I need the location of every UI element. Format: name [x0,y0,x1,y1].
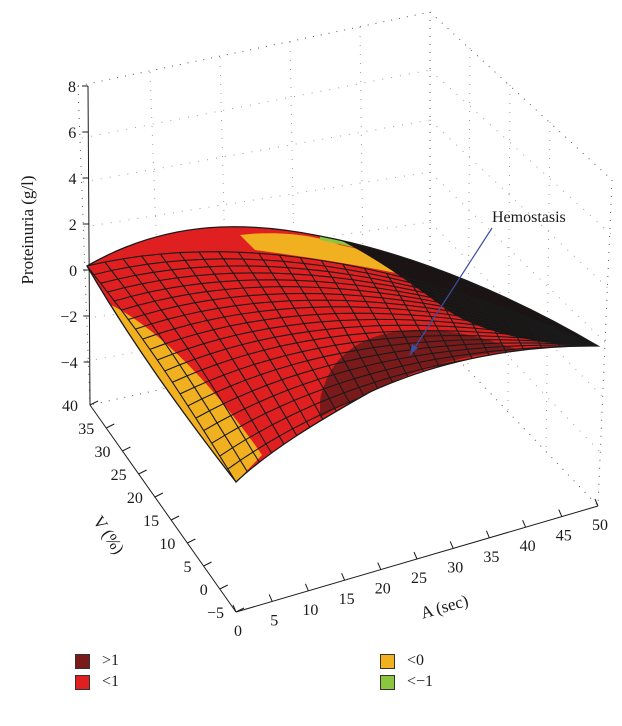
y-tick-mark [154,492,164,498]
x-tick-label: 25 [411,570,427,587]
mesh-line-v [114,279,598,347]
x-tick-mark [558,509,563,517]
legend-label-gt1: >1 [102,652,120,669]
legend-item-gt1: >1 [75,652,119,670]
x-tick-label: 45 [556,528,572,545]
y-tick-mark [187,538,196,544]
mesh-line-v [142,306,598,347]
mesh-line-v [135,299,598,347]
legend-item-lt1: <1 [75,673,119,691]
y-tick-label: 20 [127,490,143,507]
z-tick-label: 6 [68,125,76,142]
z-axis-label: Proteinuria (g/l) [18,175,37,284]
mesh-line-v [172,330,598,383]
mesh-line-v [107,272,598,347]
surface-region-gt1-lower [320,330,520,418]
y-tick-label: 0 [200,582,208,599]
mesh-line-v [164,324,598,372]
y-tick-label: 30 [94,444,110,461]
legend-swatch-gt1 [75,653,90,669]
x-tick-label: 50 [592,517,608,534]
legend-label-lt0: <0 [407,652,425,669]
surface-region-lt0-left [87,266,262,482]
y-tick-label: 35 [78,421,94,438]
mesh-line-v [211,345,598,444]
x-axis: 0 5 10 15 20 25 30 35 40 45 50 A (sec) [232,498,608,640]
x-tick-label: 20 [375,581,391,598]
y-tick-label: 25 [111,467,127,484]
x-tick-mark [522,520,527,528]
z-tick-label: 0 [69,263,77,280]
mesh-line-v [149,312,598,350]
mesh-line-v [187,339,598,407]
x-tick-label: 5 [270,612,278,629]
y-tick-mark [105,423,115,429]
x-tick-label: 10 [302,602,318,619]
x-axis-label: A (sec) [418,591,470,623]
response-surface [86,226,601,483]
legend-item-lt-neg1: <−1 [380,673,433,691]
y-tick-label: −5 [207,605,224,622]
y-tick-label: 5 [184,559,192,576]
y-tick-mark [170,515,180,521]
y-tick-mark [89,400,99,406]
z-tick-label: 8 [68,79,76,96]
legend-item-lt0: <0 [380,652,424,670]
x-tick-mark [232,604,237,613]
legend-swatch-lt0 [380,653,395,669]
mesh-line-v [87,251,598,347]
mesh-line-v [121,286,598,347]
mesh-line-v [203,344,598,432]
y-tick-label: 10 [159,536,175,553]
legend-swatch-lt1 [75,674,90,690]
y-tick-mark [203,561,212,567]
x-tick-mark [594,498,599,507]
surface-region-lt-neg1 [320,236,520,308]
x-tick-label: 0 [234,623,242,640]
legend: >1 <1 <0 <−1 [0,640,622,726]
x-tick-mark [268,594,273,602]
y-tick-mark [219,584,229,590]
mesh-line-v [179,334,598,395]
mesh-line-v [195,342,598,419]
x-tick-mark [304,583,309,591]
mesh-line-v [157,318,598,361]
z-tick-label: −2 [60,309,77,326]
surface-outline [86,226,601,483]
hemostasis-annotation: Hemostasis [409,209,566,356]
legend-label-lt1: <1 [102,673,120,690]
y-tick-label: 15 [143,513,159,530]
y-axis-label: V (%) [89,512,128,557]
x-tick-label: 35 [483,549,499,566]
x-tick-mark [485,530,490,538]
legend-label-lt-neg1: <−1 [407,673,434,690]
z-axis: 8 6 4 2 0 −2 −4 Proteinuria (g/l) [18,79,91,406]
x-tick-mark [413,551,418,560]
mesh-line-v [128,292,598,347]
y-tick-label: 40 [62,398,78,415]
x-tick-mark [449,541,454,549]
z-tick-label: −4 [61,355,78,372]
x-tick-label: 40 [520,538,536,555]
x-tick-mark [377,562,382,570]
x-tick-label: 15 [339,591,355,608]
legend-swatch-lt-neg1 [380,674,395,690]
x-tick-mark [341,573,346,581]
z-tick-label: 4 [69,171,77,188]
x-tick-label: 30 [447,559,463,576]
y-tick-mark [138,469,147,475]
y-tick-mark [122,446,131,452]
z-tick-label: 2 [69,217,77,234]
mesh-line-v [100,265,598,347]
hemostasis-label: Hemostasis [492,209,566,226]
mesh-line-v [93,258,598,347]
